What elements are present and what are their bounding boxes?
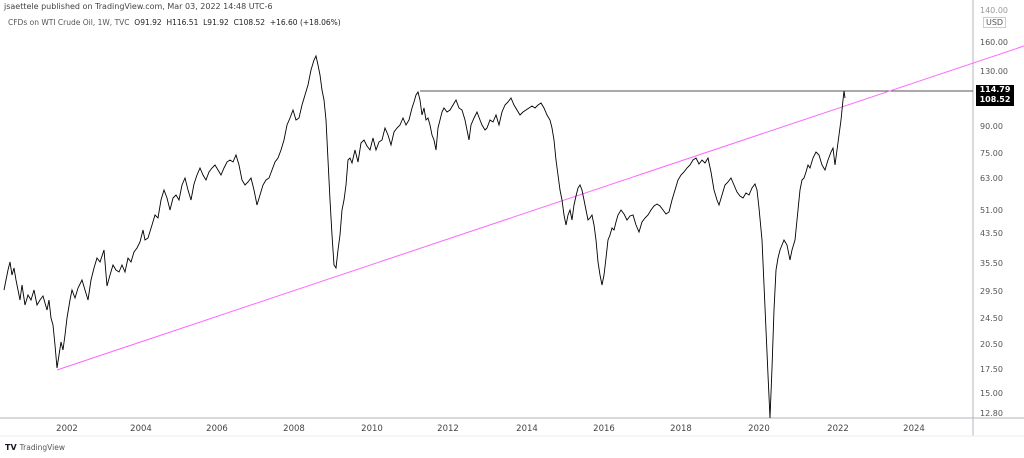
time-label: 2016 [593,424,615,434]
symbol-legend: CFDs on WTI Crude Oil, 1W, TVC O91.92 H1… [8,18,341,27]
tradingview-logo-icon: TV [5,443,17,452]
price-label: 20.50 [980,340,1003,349]
price-label: 75.00 [980,149,1003,158]
time-label: 2010 [361,424,383,434]
symbol-name: CFDs on WTI Crude Oil, 1W, TVC [8,18,130,27]
price-series-line [3,54,846,419]
last-price-tag: 108.52 [979,95,1011,104]
ohlc-change: +16.60 (+18.06%) [269,18,341,27]
ohlc-high: H116.51 [166,18,199,27]
ohlc-low: L91.92 [203,18,229,27]
price-label: 160.00 [980,38,1008,47]
price-tag-box: 114.79 108.52 [976,85,1014,106]
time-label: 2002 [56,424,78,434]
price-label: 35.50 [980,259,1003,268]
price-label: 51.00 [980,206,1003,215]
time-label: 2006 [206,424,228,434]
time-label: 2024 [903,424,925,434]
price-label: 24.50 [980,314,1003,323]
time-label: 2004 [130,424,152,434]
tradingview-brand: TradingView [19,443,65,452]
price-label: 43.50 [980,229,1003,238]
currency-label[interactable]: USD [983,17,1007,28]
price-label: 140.00 [980,6,1008,15]
ohlc-close: C108.52 [233,18,266,27]
time-label: 2020 [748,424,770,434]
price-label: 130.00 [980,67,1008,76]
horizontal-line-price-tag: 114.79 [979,85,1011,94]
ohlc-open: O91.92 [134,18,162,27]
price-label: 12.80 [980,409,1003,418]
time-label: 2012 [437,424,459,434]
time-label: 2018 [670,424,692,434]
time-label: 2022 [827,424,849,434]
time-label: 2008 [283,424,305,434]
price-label: 29.50 [980,287,1003,296]
publisher-note: jsaettele published on TradingView.com, … [4,2,273,11]
price-label: 17.50 [980,365,1003,374]
price-label: 90.00 [980,122,1003,131]
trendline[interactable] [56,45,1024,371]
price-label: 15.00 [980,389,1003,398]
time-label: 2014 [516,424,538,434]
tradingview-logo[interactable]: TV TradingView [5,443,65,452]
price-label: 63.00 [980,174,1003,183]
